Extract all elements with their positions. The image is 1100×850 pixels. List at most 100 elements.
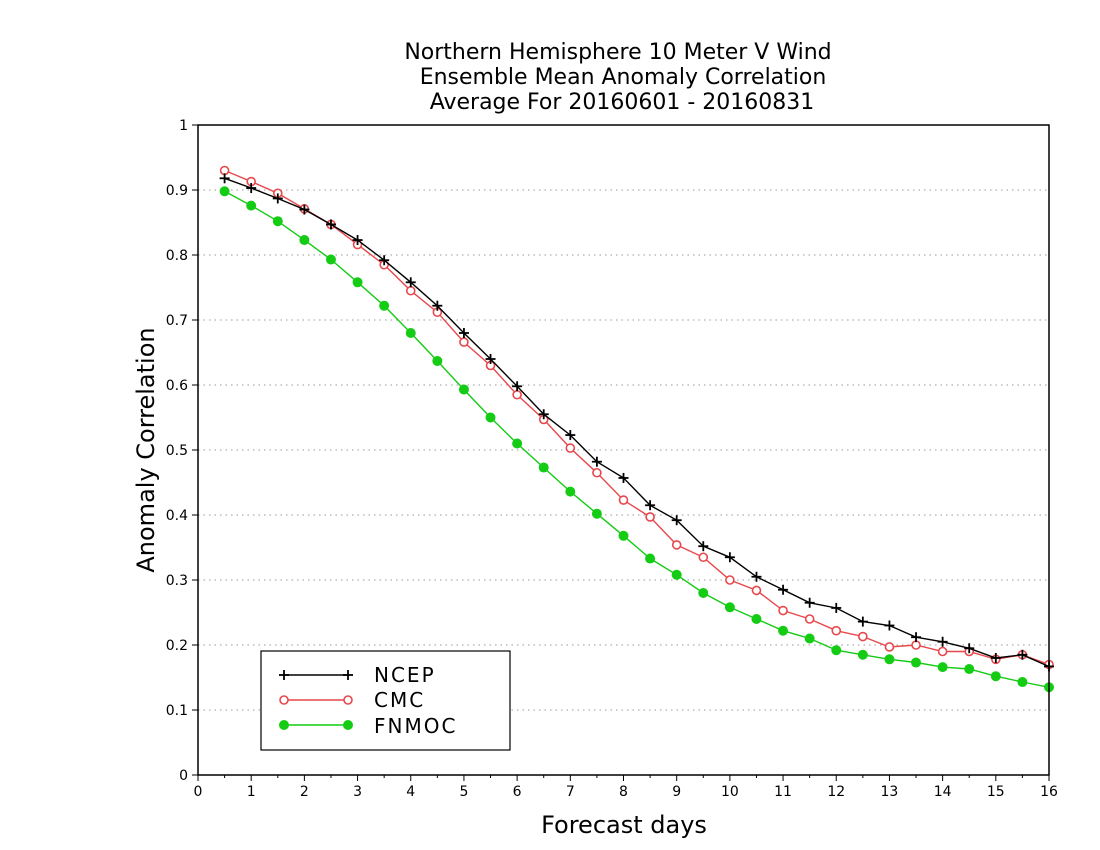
data-point-fnmoc [512,438,523,449]
data-point-fnmoc [778,625,789,636]
data-point-fnmoc [272,216,283,227]
data-point-cmc [405,285,416,296]
data-point-cmc [671,540,682,550]
data-point-ncep [698,541,709,552]
series-line-ncep [224,177,1050,668]
x-tick-label: 9 [672,784,681,800]
series-line-fnmoc [224,190,1050,688]
x-tick-label: 2 [300,784,309,800]
x-axis: 0 1 2 3 4 5 6 7 8 9 10 11 12 13 14 15 16 [194,775,1058,800]
y-tick-label: 0.2 [166,638,188,654]
data-point-fnmoc [246,200,257,211]
data-point-ncep [272,193,283,204]
legend-marker-cmc [279,695,289,705]
data-point-fnmoc [911,657,922,668]
data-point-fnmoc [698,588,709,598]
data-point-cmc [937,646,948,657]
y-axis: 0 0.1 0.2 0.3 0.4 0.5 0.6 0.7 0.8 0.9 1 [166,118,198,784]
y-tick-label: 0.9 [166,183,188,199]
chart-title-line-2: Ensemble Mean Anomaly Correlation [420,65,827,90]
data-point-fnmoc [219,186,230,197]
data-point-ncep [538,409,549,420]
data-point-ncep [325,219,336,230]
x-tick-label: 13 [881,784,899,800]
gridlines [198,189,1049,711]
data-point-cmc [831,625,842,636]
y-tick-label: 1 [179,118,188,134]
x-tick-label: 3 [353,784,362,800]
data-point-fnmoc [857,649,868,660]
data-point-ncep [379,255,390,266]
y-tick-label: 0.7 [166,313,188,329]
data-point-fnmoc [458,384,469,395]
data-point-fnmoc [485,412,496,423]
y-tick-label: 0.1 [166,703,188,719]
data-point-cmc [565,443,576,453]
series-fnmoc [219,186,1054,693]
data-point-fnmoc [937,662,948,673]
data-point-ncep [831,602,842,613]
data-point-ncep [1017,649,1028,660]
x-tick-label: 0 [194,784,203,800]
data-point-cmc [884,642,895,652]
data-point-ncep [911,632,922,643]
chart-title-line-1: Northern Hemisphere 10 Meter V Wind [404,40,831,65]
x-tick-label: 7 [566,784,575,800]
data-point-ncep [964,643,975,654]
data-point-ncep [724,552,735,563]
x-tick-label: 12 [827,784,845,800]
x-tick-label: 10 [721,784,739,800]
data-point-fnmoc [804,633,815,644]
data-point-ncep [990,653,1001,663]
legend-box [260,650,511,751]
data-point-fnmoc [591,508,602,519]
data-point-fnmoc [352,277,363,288]
data-point-fnmoc [379,300,390,311]
data-point-fnmoc [724,602,735,613]
data-point-cmc [618,495,629,505]
y-tick-label: 0.3 [166,573,188,589]
data-point-ncep [565,430,576,441]
y-axis-label: Anomaly Correlation [132,327,160,572]
data-point-ncep [857,616,868,627]
y-tick-label: 0.6 [166,378,188,394]
x-tick-label: 1 [247,784,256,800]
x-tick-label: 15 [987,784,1005,800]
data-point-ncep [751,571,762,582]
data-point-fnmoc [299,235,310,246]
data-point-ncep [618,472,629,483]
legend-marker-fnmoc [279,720,289,730]
data-point-fnmoc [671,569,682,580]
data-point-ncep [512,381,523,392]
data-point-ncep [299,204,310,215]
data-point-ncep [352,235,363,246]
data-point-cmc [592,467,602,478]
y-tick-label: 0.4 [166,508,188,524]
data-point-fnmoc [565,486,576,497]
data-point-cmc [698,552,709,563]
series-layer [219,165,1054,693]
data-point-cmc [725,575,735,585]
x-tick-label: 4 [406,784,415,800]
data-point-fnmoc [645,553,656,564]
series-cmc [219,165,1054,670]
series-line-cmc [224,169,1050,666]
legend-label-fnmoc: FNMOC [374,714,457,738]
data-point-ncep [591,456,602,467]
data-point-ncep [778,584,789,595]
legend-marker-cmc [343,695,353,705]
data-point-ncep [405,277,416,288]
data-point-fnmoc [618,530,629,541]
x-axis-label: Forecast days [541,811,707,839]
data-point-fnmoc [538,462,549,473]
data-point-fnmoc [405,328,416,338]
x-tick-label: 14 [934,784,952,800]
data-point-cmc [512,389,522,400]
x-tick-label: 8 [619,784,628,800]
legend-swatch-cmc [279,695,353,705]
legend-marker-ncep [279,670,289,680]
chart-title: Northern Hemisphere 10 Meter V Wind Ense… [404,40,831,115]
data-point-ncep [458,328,469,338]
legend-items [279,670,353,730]
